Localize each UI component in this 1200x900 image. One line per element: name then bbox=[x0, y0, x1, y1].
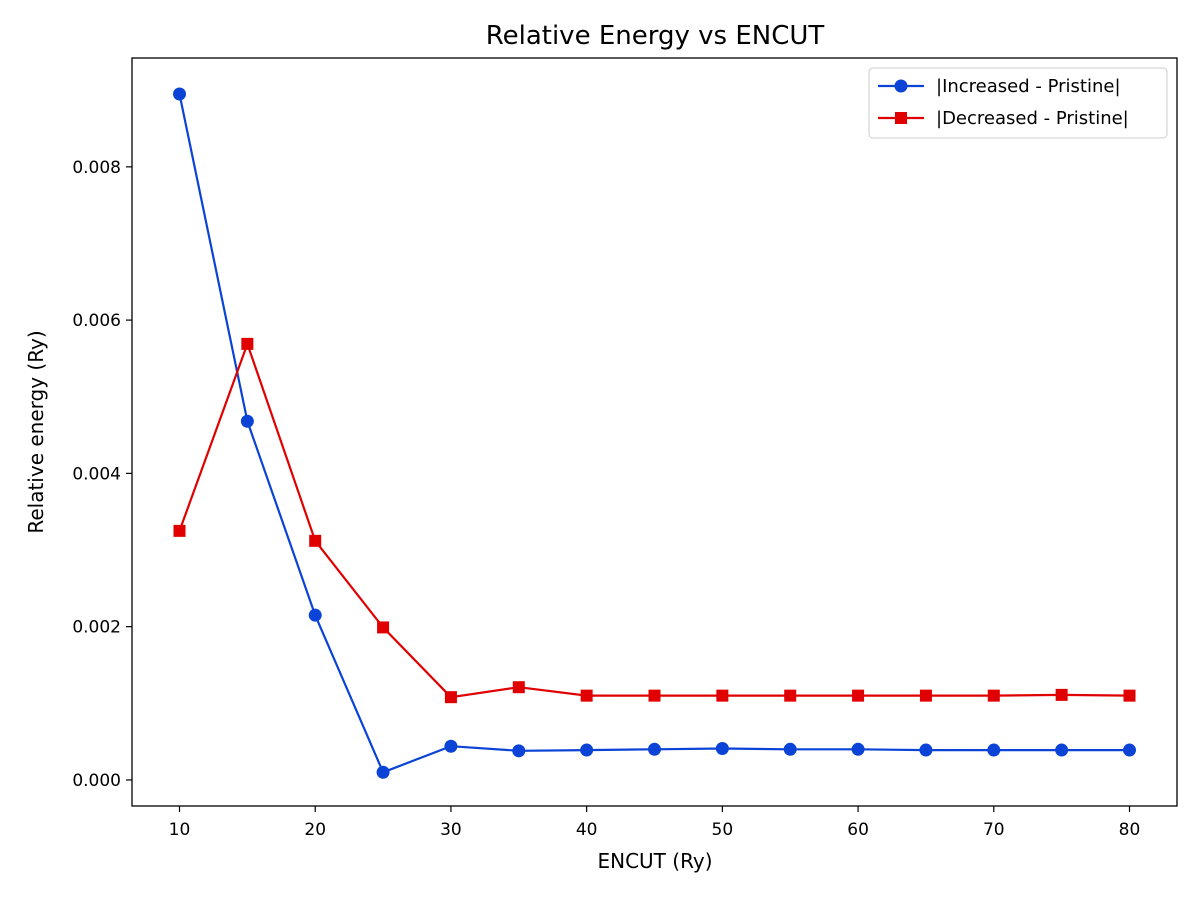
series-2-point-4 bbox=[377, 621, 390, 634]
series-2-point-10 bbox=[784, 689, 797, 702]
legend-label-1: |Increased - Pristine| bbox=[936, 76, 1121, 97]
x-tick-label-60: 60 bbox=[847, 820, 869, 840]
x-tick-label-40: 40 bbox=[576, 820, 598, 840]
series-line-1 bbox=[178, 93, 1130, 774]
series-1-point-15 bbox=[1123, 743, 1136, 757]
series-1-point-3 bbox=[308, 608, 322, 622]
y-axis-label: Relative energy (Ry) bbox=[24, 330, 48, 533]
x-tick-label-20: 20 bbox=[304, 820, 326, 840]
series-2-point-11 bbox=[852, 689, 865, 702]
series-2-point-7 bbox=[580, 689, 593, 702]
series-1-point-4 bbox=[376, 765, 390, 779]
y-tick-label-3: 0.006 bbox=[72, 311, 121, 331]
legend-marker-1 bbox=[894, 79, 908, 93]
series-1-point-7 bbox=[580, 743, 594, 757]
legend: |Increased - Pristine| |Decreased - Prist… bbox=[868, 67, 1168, 139]
series-1-point-14 bbox=[1055, 743, 1069, 757]
series-2-point-9 bbox=[716, 689, 729, 702]
series-2-point-1 bbox=[173, 524, 186, 537]
series-1-point-12 bbox=[919, 743, 933, 757]
series-2-point-14 bbox=[1055, 688, 1068, 701]
x-axis-label: ENCUT (Ry) bbox=[597, 849, 712, 873]
y-tick-label-2: 0.004 bbox=[72, 464, 121, 484]
y-tick-label-1: 0.002 bbox=[72, 618, 121, 638]
x-tick-label-80: 80 bbox=[1119, 820, 1141, 840]
axes-frame bbox=[131, 57, 1178, 807]
series-2-point-8 bbox=[648, 689, 661, 702]
legend-label-2: |Decreased - Pristine| bbox=[936, 108, 1129, 129]
series-1-point-6 bbox=[512, 744, 526, 758]
series-1-point-9 bbox=[715, 742, 729, 756]
plot-area bbox=[173, 87, 1136, 779]
series-1-point-5 bbox=[444, 739, 458, 753]
y-tick-label-4: 0.008 bbox=[72, 158, 121, 178]
legend-box bbox=[868, 67, 1168, 139]
chart-title: Relative Energy vs ENCUT bbox=[486, 21, 825, 51]
series-2-point-12 bbox=[919, 689, 932, 702]
series-1-point-2 bbox=[240, 414, 254, 428]
x-tick-label-70: 70 bbox=[983, 820, 1005, 840]
series-2-point-15 bbox=[1123, 689, 1136, 702]
series-1-point-11 bbox=[851, 742, 865, 756]
x-tick-label-30: 30 bbox=[440, 820, 462, 840]
legend-marker-2 bbox=[895, 112, 907, 124]
x-tick-label-10: 10 bbox=[169, 820, 191, 840]
series-1-point-1 bbox=[173, 87, 186, 101]
series-line-2 bbox=[178, 340, 1130, 699]
series-1-point-13 bbox=[987, 743, 1001, 757]
series-1-point-8 bbox=[648, 742, 661, 756]
y-tick-label-0: 0.000 bbox=[72, 771, 121, 791]
series-1-point-10 bbox=[783, 742, 797, 756]
x-tick-label-50: 50 bbox=[712, 820, 734, 840]
series-2-point-3 bbox=[309, 534, 322, 547]
series-2-point-2 bbox=[241, 337, 254, 350]
axes: 10 20 30 40 50 60 70 80 0.000 0.002 0.004 0.006 0.00… bbox=[72, 57, 1178, 840]
series-2-point-5 bbox=[444, 691, 457, 704]
series-2-point-6 bbox=[512, 681, 525, 694]
series-2-point-13 bbox=[987, 689, 1000, 702]
